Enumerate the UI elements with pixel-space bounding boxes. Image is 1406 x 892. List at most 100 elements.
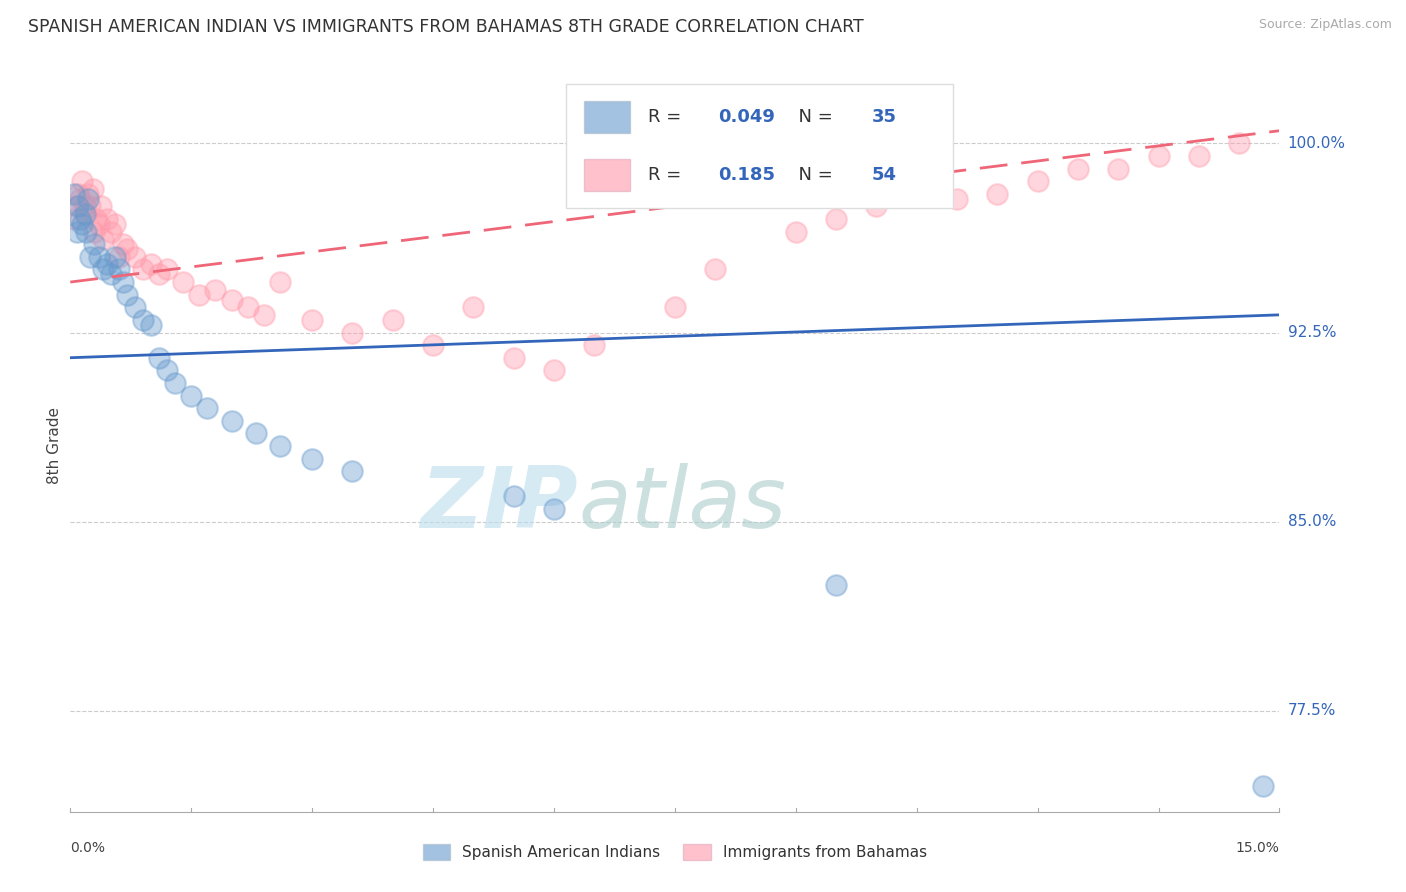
Point xyxy=(221,293,243,307)
Point xyxy=(124,300,146,314)
Point xyxy=(87,250,110,264)
Point xyxy=(111,237,134,252)
Text: N =: N = xyxy=(787,108,839,126)
Point xyxy=(825,212,848,227)
Point xyxy=(115,242,138,256)
Point xyxy=(63,186,86,201)
Point xyxy=(543,502,565,516)
Text: 35: 35 xyxy=(872,108,897,126)
Point xyxy=(342,326,364,340)
Point xyxy=(301,451,323,466)
Text: 100.0%: 100.0% xyxy=(1288,136,1346,151)
Point xyxy=(66,225,89,239)
Point xyxy=(87,217,110,231)
Text: SPANISH AMERICAN INDIAN VS IMMIGRANTS FROM BAHAMAS 8TH GRADE CORRELATION CHART: SPANISH AMERICAN INDIAN VS IMMIGRANTS FR… xyxy=(28,18,863,36)
Point xyxy=(63,212,86,227)
Point xyxy=(986,186,1008,201)
Point xyxy=(67,186,90,201)
Text: atlas: atlas xyxy=(578,463,786,546)
Point xyxy=(79,250,101,264)
Point xyxy=(73,199,96,213)
Point xyxy=(75,207,97,221)
Point xyxy=(96,212,118,227)
Point xyxy=(79,199,101,213)
Point xyxy=(67,199,90,213)
Text: 0.0%: 0.0% xyxy=(70,841,105,855)
Bar xyxy=(585,160,630,192)
Point xyxy=(188,287,211,301)
Point xyxy=(83,225,105,239)
Text: 54: 54 xyxy=(872,167,897,185)
Point xyxy=(204,283,226,297)
Point xyxy=(65,199,87,213)
FancyBboxPatch shape xyxy=(567,84,953,209)
Point xyxy=(245,426,267,441)
Point xyxy=(269,275,291,289)
Point xyxy=(111,275,134,289)
Text: 92.5%: 92.5% xyxy=(1288,325,1336,340)
Point xyxy=(91,232,114,246)
Point xyxy=(139,257,162,271)
Point xyxy=(825,578,848,592)
Point xyxy=(69,212,91,227)
Point xyxy=(664,300,686,314)
Text: Source: ZipAtlas.com: Source: ZipAtlas.com xyxy=(1258,18,1392,31)
Point xyxy=(104,217,127,231)
Point xyxy=(269,439,291,453)
Point xyxy=(704,262,727,277)
Point xyxy=(253,308,276,322)
Point xyxy=(381,313,404,327)
Text: 15.0%: 15.0% xyxy=(1236,841,1279,855)
Point xyxy=(91,262,114,277)
Y-axis label: 8th Grade: 8th Grade xyxy=(46,408,62,484)
Point xyxy=(75,225,97,239)
Text: 85.0%: 85.0% xyxy=(1288,514,1336,529)
Point xyxy=(221,414,243,428)
Point xyxy=(107,250,129,264)
Text: 0.185: 0.185 xyxy=(718,167,776,185)
Point xyxy=(1107,161,1129,176)
Point xyxy=(96,257,118,271)
Point xyxy=(1253,780,1275,794)
Point xyxy=(946,192,969,206)
Text: 0.049: 0.049 xyxy=(718,108,775,126)
Point xyxy=(77,186,100,201)
Point xyxy=(301,313,323,327)
Text: R =: R = xyxy=(648,167,693,185)
Point xyxy=(148,351,170,365)
Point xyxy=(132,313,155,327)
Legend: Spanish American Indians, Immigrants from Bahamas: Spanish American Indians, Immigrants fro… xyxy=(416,838,934,866)
Text: N =: N = xyxy=(787,167,839,185)
Point xyxy=(77,192,100,206)
Point xyxy=(83,237,105,252)
Point xyxy=(156,363,179,377)
Point xyxy=(342,464,364,478)
Point xyxy=(1227,136,1250,151)
Point xyxy=(100,268,122,282)
Point xyxy=(156,262,179,277)
Point xyxy=(139,318,162,332)
Point xyxy=(1067,161,1090,176)
Point xyxy=(73,207,96,221)
Point xyxy=(84,212,107,227)
Point xyxy=(132,262,155,277)
Text: 77.5%: 77.5% xyxy=(1288,703,1336,718)
Point xyxy=(1026,174,1049,188)
Point xyxy=(502,490,524,504)
Point xyxy=(107,262,129,277)
Point xyxy=(115,287,138,301)
Point xyxy=(172,275,194,289)
Point xyxy=(236,300,259,314)
Point xyxy=(1188,149,1211,163)
Point xyxy=(422,338,444,352)
Point xyxy=(865,199,887,213)
Point xyxy=(82,182,104,196)
Point xyxy=(72,174,94,188)
Point xyxy=(180,388,202,402)
Point xyxy=(124,250,146,264)
Text: ZIP: ZIP xyxy=(420,463,578,546)
Point xyxy=(90,199,112,213)
Point xyxy=(104,250,127,264)
Bar xyxy=(585,101,630,133)
Point xyxy=(148,268,170,282)
